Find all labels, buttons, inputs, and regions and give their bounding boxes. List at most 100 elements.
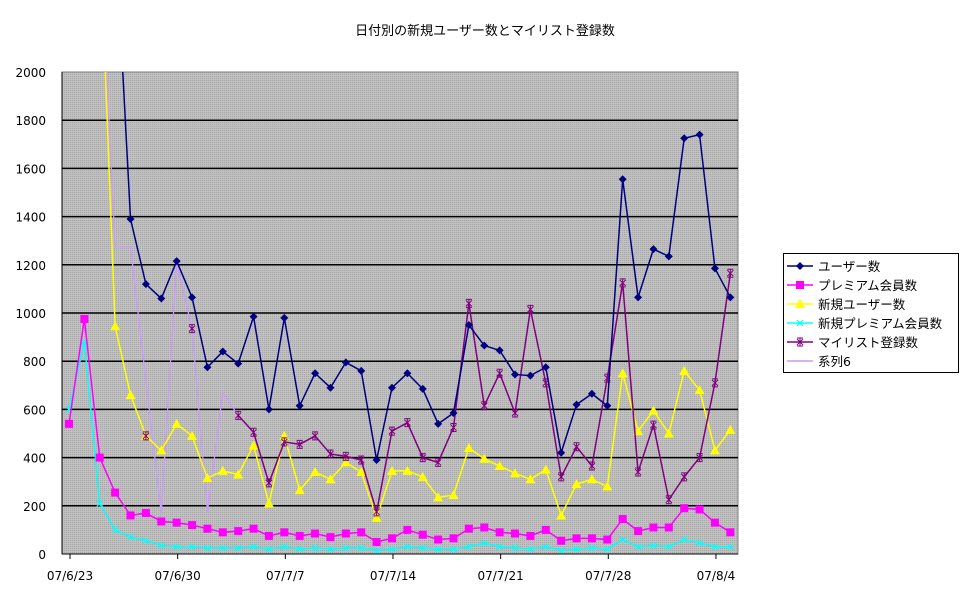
y-tick-label: 2000: [15, 66, 46, 80]
data-point: [495, 528, 504, 537]
data-point: [234, 527, 243, 536]
data-point: [603, 373, 611, 383]
data-point: [294, 485, 305, 495]
data-point: [725, 424, 736, 434]
data-point: [265, 478, 273, 488]
data-point: [403, 543, 411, 551]
data-point: [142, 537, 150, 545]
data-point: [126, 511, 135, 520]
series-line: [106, 72, 239, 514]
data-point: [557, 536, 566, 545]
data-point: [557, 472, 565, 482]
data-point: [157, 517, 166, 526]
x-tick-label: 07/7/21: [478, 569, 524, 583]
data-point: [171, 418, 182, 428]
y-tick-label: 800: [23, 355, 46, 369]
data-point: [511, 408, 519, 418]
data-point: [141, 509, 150, 518]
data-point: [602, 481, 613, 491]
data-point: [603, 545, 611, 553]
legend-marker: [796, 280, 804, 289]
data-point: [217, 465, 228, 475]
data-point: [373, 507, 380, 517]
data-point: [311, 544, 319, 552]
data-point: [372, 456, 381, 465]
data-point: [557, 546, 565, 554]
data-point: [156, 445, 167, 455]
data-point: [526, 531, 535, 540]
series-line: [68, 341, 731, 552]
data-point: [465, 543, 473, 551]
data-point: [265, 545, 273, 553]
data-point: [587, 534, 596, 543]
y-tick-label: 0: [38, 548, 46, 562]
series-3: [65, 338, 734, 554]
data-point: [634, 293, 643, 302]
data-point: [295, 401, 304, 410]
data-point: [649, 245, 658, 254]
data-point: [511, 529, 520, 538]
data-point: [526, 371, 535, 380]
data-point: [710, 264, 719, 273]
data-point: [203, 363, 212, 372]
data-point: [234, 410, 242, 420]
data-point: [280, 528, 289, 537]
data-point: [373, 546, 381, 554]
data-point: [650, 420, 657, 430]
data-point: [141, 280, 150, 289]
data-point: [356, 467, 367, 477]
data-point: [371, 512, 382, 522]
data-point: [511, 370, 520, 379]
x-tick-label: 07/7/7: [266, 569, 305, 583]
data-point: [95, 453, 104, 462]
data-point: [634, 467, 642, 477]
data-point: [357, 528, 366, 537]
data-point: [573, 545, 580, 553]
x-tick-label: 07/8/4: [697, 569, 736, 583]
data-point: [571, 479, 582, 489]
data-point: [419, 544, 427, 552]
data-point: [711, 378, 719, 388]
data-point: [587, 389, 596, 398]
data-point: [726, 293, 735, 302]
y-tick-label: 1600: [15, 162, 46, 176]
data-point: [402, 465, 413, 475]
data-point: [588, 461, 596, 471]
legend: ユーザー数 プレミアム会員数 新規ユーザー数 新規プレミアム会員数 マイリスト登録数 系列…: [783, 253, 959, 373]
data-point: [541, 363, 550, 372]
data-point: [541, 525, 550, 534]
data-point: [696, 453, 703, 463]
legend-label: 新規ユーザー数: [818, 297, 906, 312]
data-point: [510, 468, 521, 478]
data-point: [202, 473, 213, 483]
data-point: [234, 544, 242, 552]
legend-marker: [796, 319, 804, 326]
data-point: [464, 321, 473, 330]
series-4: [142, 268, 734, 517]
data-point: [327, 449, 334, 459]
data-point: [126, 215, 135, 224]
data-point: [679, 365, 690, 375]
data-point: [448, 489, 459, 499]
legend-swatch: [787, 337, 813, 346]
legend-swatch: [787, 261, 813, 270]
data-point: [696, 539, 704, 547]
data-point: [648, 405, 659, 415]
data-point: [557, 448, 566, 457]
data-point: [619, 536, 627, 543]
y-tick-label: 1400: [15, 211, 46, 225]
data-point: [188, 543, 196, 551]
data-point: [540, 464, 551, 474]
data-point: [726, 268, 734, 278]
data-point: [418, 384, 427, 393]
data-point: [726, 543, 734, 551]
data-point: [726, 528, 735, 537]
data-point: [295, 531, 304, 540]
data-point: [249, 312, 258, 321]
data-point: [280, 437, 288, 447]
data-point: [680, 134, 689, 143]
data-point: [617, 368, 628, 378]
legend-label: マイリスト登録数: [818, 335, 919, 350]
series-5: [106, 72, 239, 514]
data-point: [603, 401, 612, 410]
